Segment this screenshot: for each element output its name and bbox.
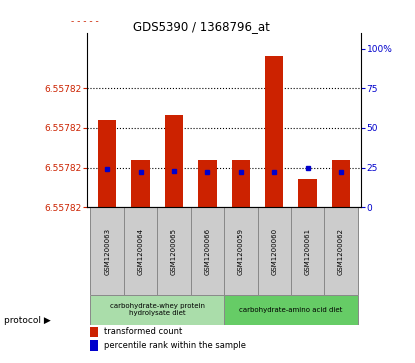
Text: GSM1200059: GSM1200059 (238, 228, 244, 274)
Bar (90, 340, 98, 351)
Text: percentile rank within the sample: percentile rank within the sample (104, 341, 246, 350)
Bar (198, 160, 217, 207)
Text: carbohydrate-amino acid diet: carbohydrate-amino acid diet (239, 307, 343, 313)
Text: GSM1200064: GSM1200064 (138, 228, 144, 274)
Text: GSM1200066: GSM1200066 (205, 228, 210, 275)
Bar (291, 207, 324, 295)
Bar (324, 207, 358, 295)
Bar (224, 207, 257, 295)
Bar (90, 207, 124, 295)
Bar (90, 327, 98, 337)
Bar (98, 120, 116, 207)
Text: protocol ▶: protocol ▶ (4, 316, 51, 325)
Text: GSM1200062: GSM1200062 (338, 228, 344, 274)
Text: GSM1200060: GSM1200060 (271, 228, 277, 275)
Bar (157, 207, 191, 295)
Text: - - - - -: - - - - - (71, 17, 98, 26)
Text: GDS5390 / 1368796_at: GDS5390 / 1368796_at (133, 20, 270, 33)
Text: carbohydrate-whey protein
hydrolysate diet: carbohydrate-whey protein hydrolysate di… (110, 303, 205, 316)
Bar (257, 207, 291, 295)
Bar (90, 295, 224, 325)
Bar (298, 179, 317, 207)
Bar (124, 207, 157, 295)
Bar (191, 207, 224, 295)
Text: GSM1200063: GSM1200063 (104, 228, 110, 275)
Bar (265, 57, 283, 207)
Bar (132, 160, 150, 207)
Bar (165, 115, 183, 207)
Bar (232, 160, 250, 207)
Text: transformed count: transformed count (104, 327, 182, 337)
Text: GSM1200061: GSM1200061 (305, 228, 310, 275)
Bar (332, 160, 350, 207)
Bar (224, 295, 358, 325)
Text: GSM1200065: GSM1200065 (171, 228, 177, 274)
